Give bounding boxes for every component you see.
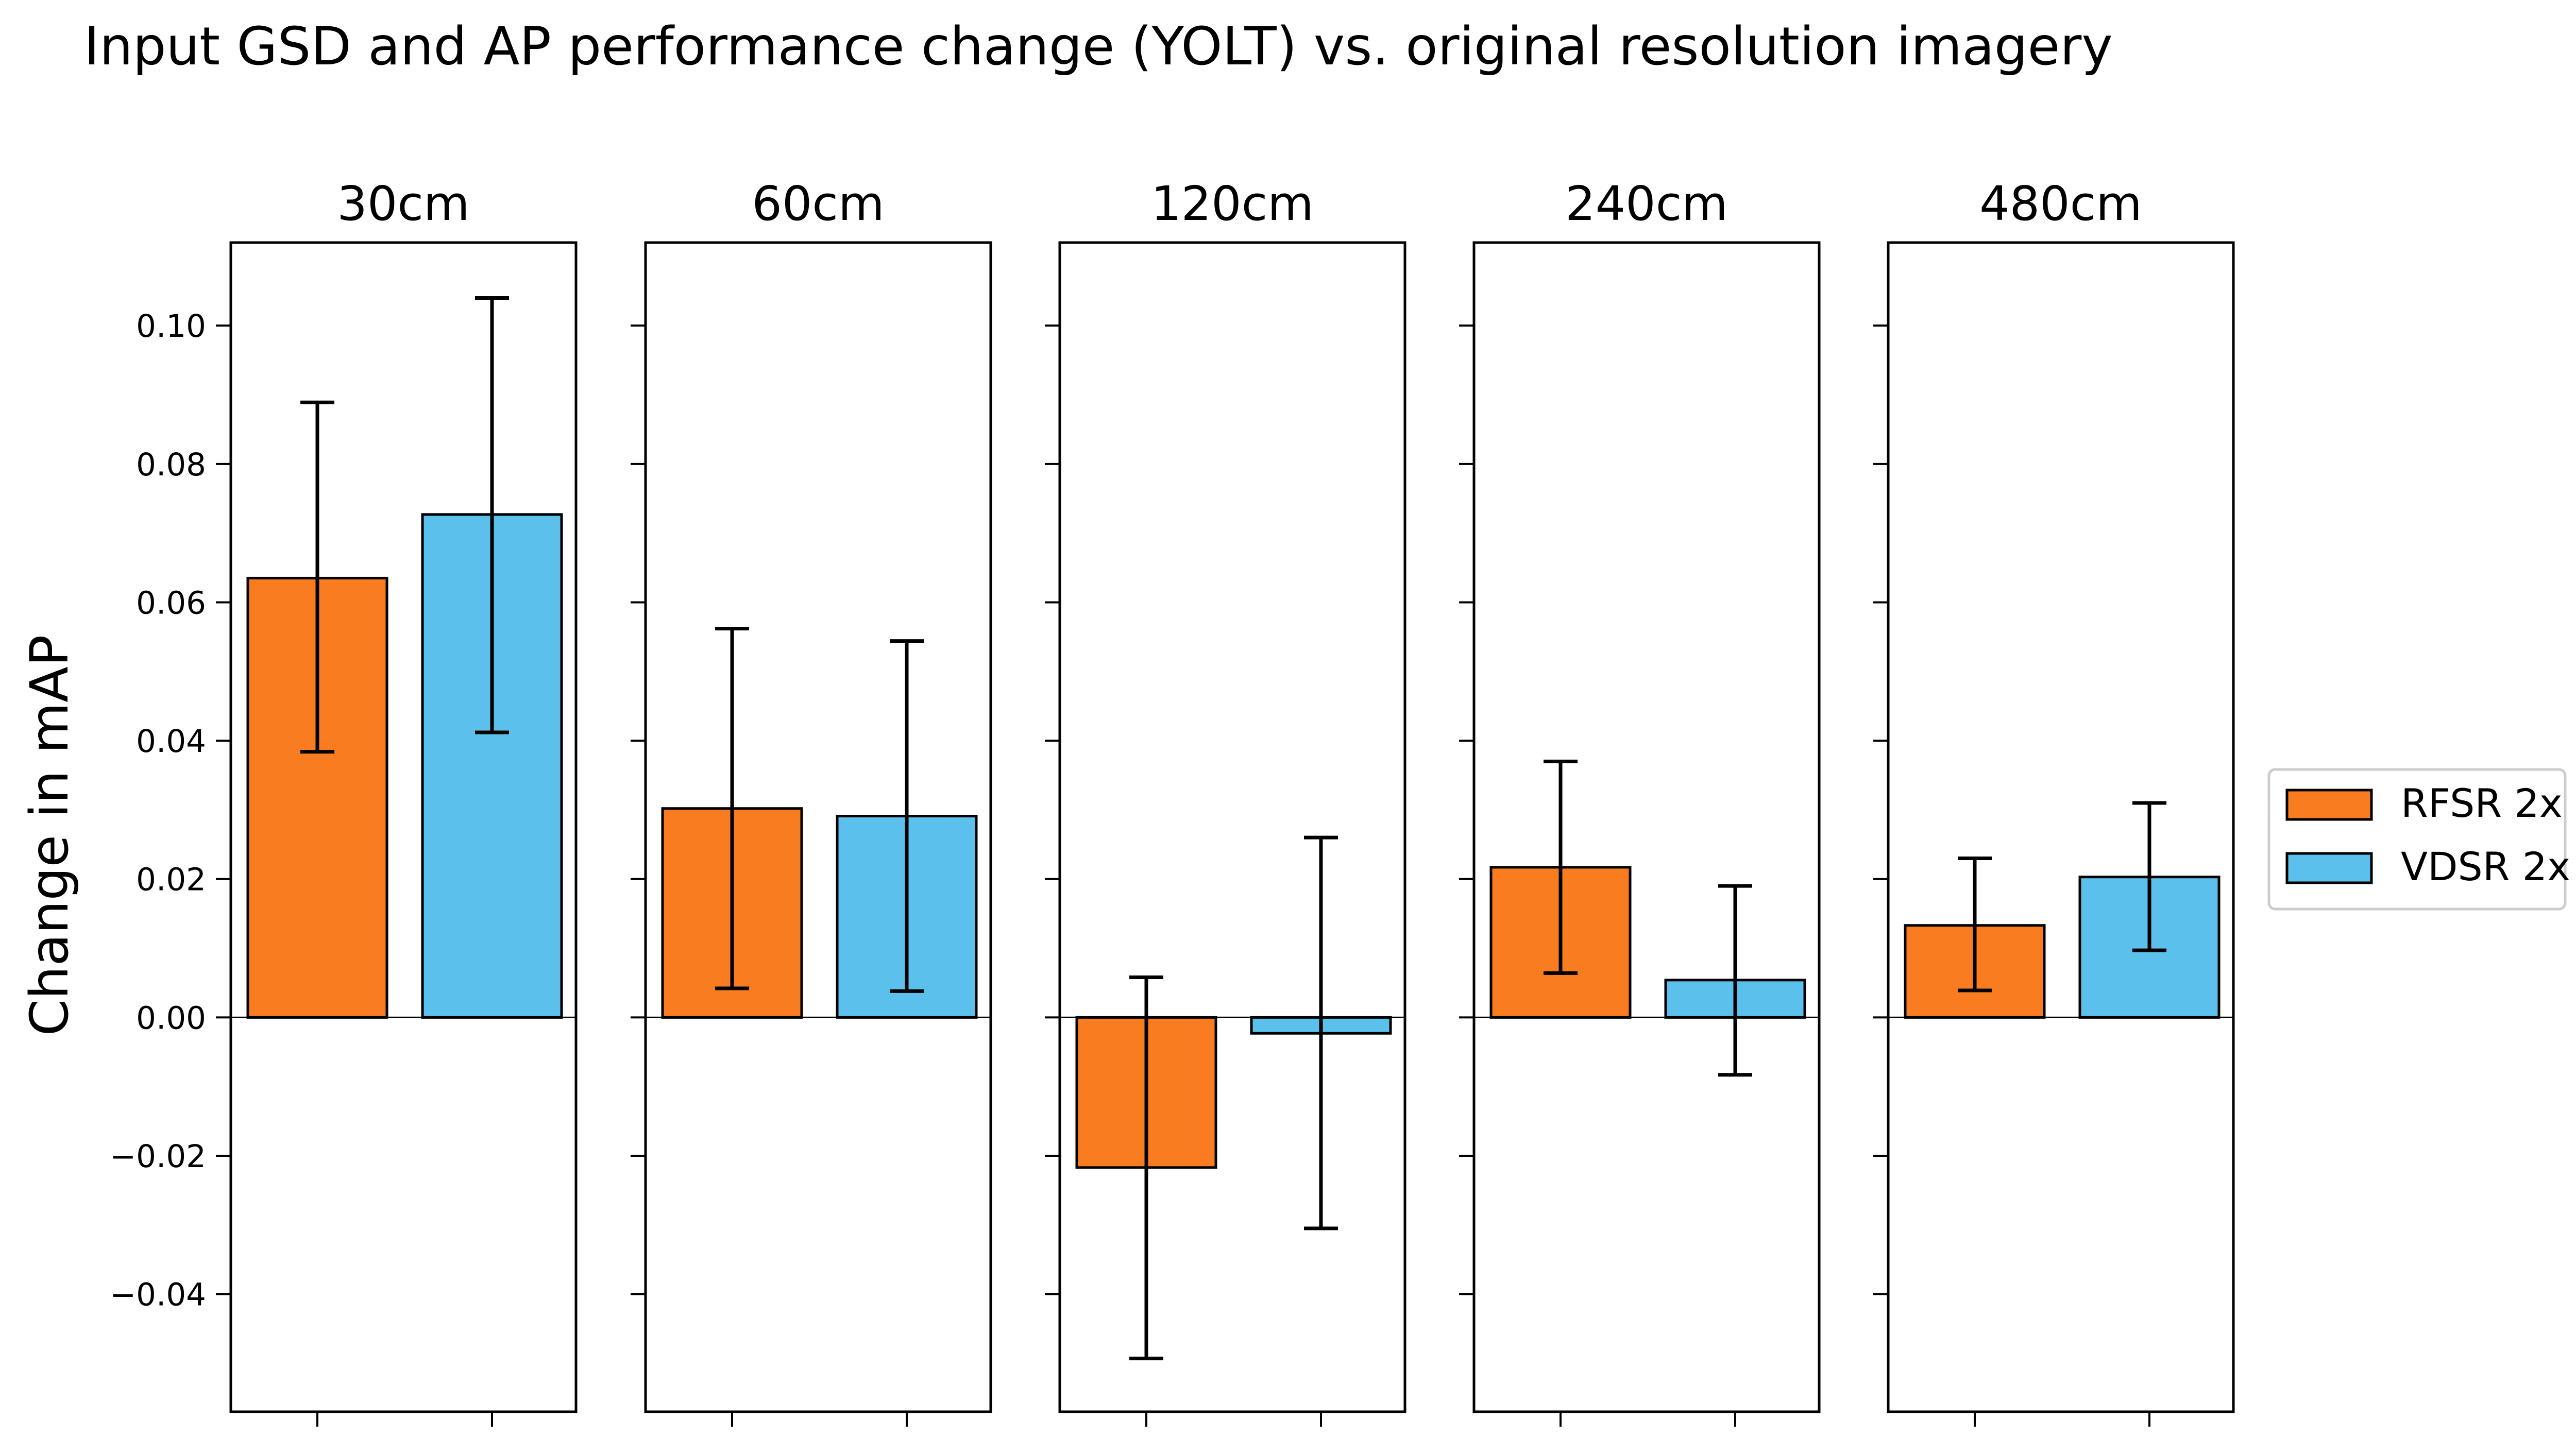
panel-30cm: 30cm −0.04 −0.02 0.00 0.02 0.04 0.06 0.08 0.10 — [110, 176, 578, 1427]
panel-title: 30cm — [337, 176, 469, 231]
error-bar-rfsr-2x-240cm — [1544, 759, 1578, 975]
error-bar-vdsr-2x-60cm — [890, 639, 924, 993]
panel-frame — [1472, 241, 1821, 1413]
y-axis-label: Change in mAP — [19, 635, 80, 1036]
panel-480cm: 480cm — [1873, 176, 2235, 1427]
panel-title: 60cm — [752, 176, 884, 231]
legend-swatch — [2285, 852, 2373, 884]
error-bar-vdsr-2x-480cm — [2132, 801, 2166, 952]
y-tick-label: 0.02 — [136, 862, 206, 898]
panel-frame — [229, 241, 578, 1413]
error-bar-rfsr-2x-120cm — [1129, 975, 1163, 1361]
legend-item-rfsr-2x: RFSR 2x — [2285, 780, 2563, 826]
chart-title: Input GSD and AP performance change (YOL… — [84, 16, 2113, 77]
panel-frame — [644, 241, 992, 1413]
panel-60cm: 60cm — [631, 176, 992, 1427]
y-tick-label: 0.00 — [136, 1000, 206, 1036]
error-bar-rfsr-2x-480cm — [1958, 856, 1992, 992]
error-bar-rfsr-2x-60cm — [715, 627, 749, 990]
panel-title: 240cm — [1565, 176, 1728, 231]
y-tick-label: 0.10 — [136, 308, 206, 345]
legend-label: VDSR 2x — [2401, 844, 2570, 889]
y-tick-label: −0.04 — [110, 1277, 206, 1313]
panel-frame — [1887, 241, 2235, 1413]
panel-240cm: 240cm — [1459, 176, 1821, 1427]
error-bar-vdsr-2x-30cm — [475, 296, 509, 734]
error-bar-vdsr-2x-120cm — [1304, 835, 1338, 1230]
legend-item-vdsr-2x: VDSR 2x — [2285, 844, 2570, 889]
panel-frame — [1058, 241, 1406, 1413]
panels: 30cm −0.04 −0.02 0.00 0.02 0.04 0.06 0.08 0.10 60… — [110, 176, 2235, 1427]
panel-title: 480cm — [1979, 176, 2142, 231]
legend: RFSR 2x VDSR 2x — [2267, 768, 2570, 911]
panel-120cm: 120cm — [1045, 176, 1406, 1427]
panel-title: 120cm — [1151, 176, 1314, 231]
y-tick-label: 0.06 — [136, 585, 206, 621]
y-tick-label: 0.08 — [136, 447, 206, 483]
y-tick-label: 0.04 — [136, 723, 206, 760]
legend-label: RFSR 2x — [2401, 780, 2563, 826]
error-bar-vdsr-2x-240cm — [1718, 884, 1752, 1077]
legend-swatch — [2285, 789, 2373, 821]
error-bar-rfsr-2x-30cm — [300, 400, 334, 754]
y-tick-label: −0.02 — [110, 1138, 206, 1175]
